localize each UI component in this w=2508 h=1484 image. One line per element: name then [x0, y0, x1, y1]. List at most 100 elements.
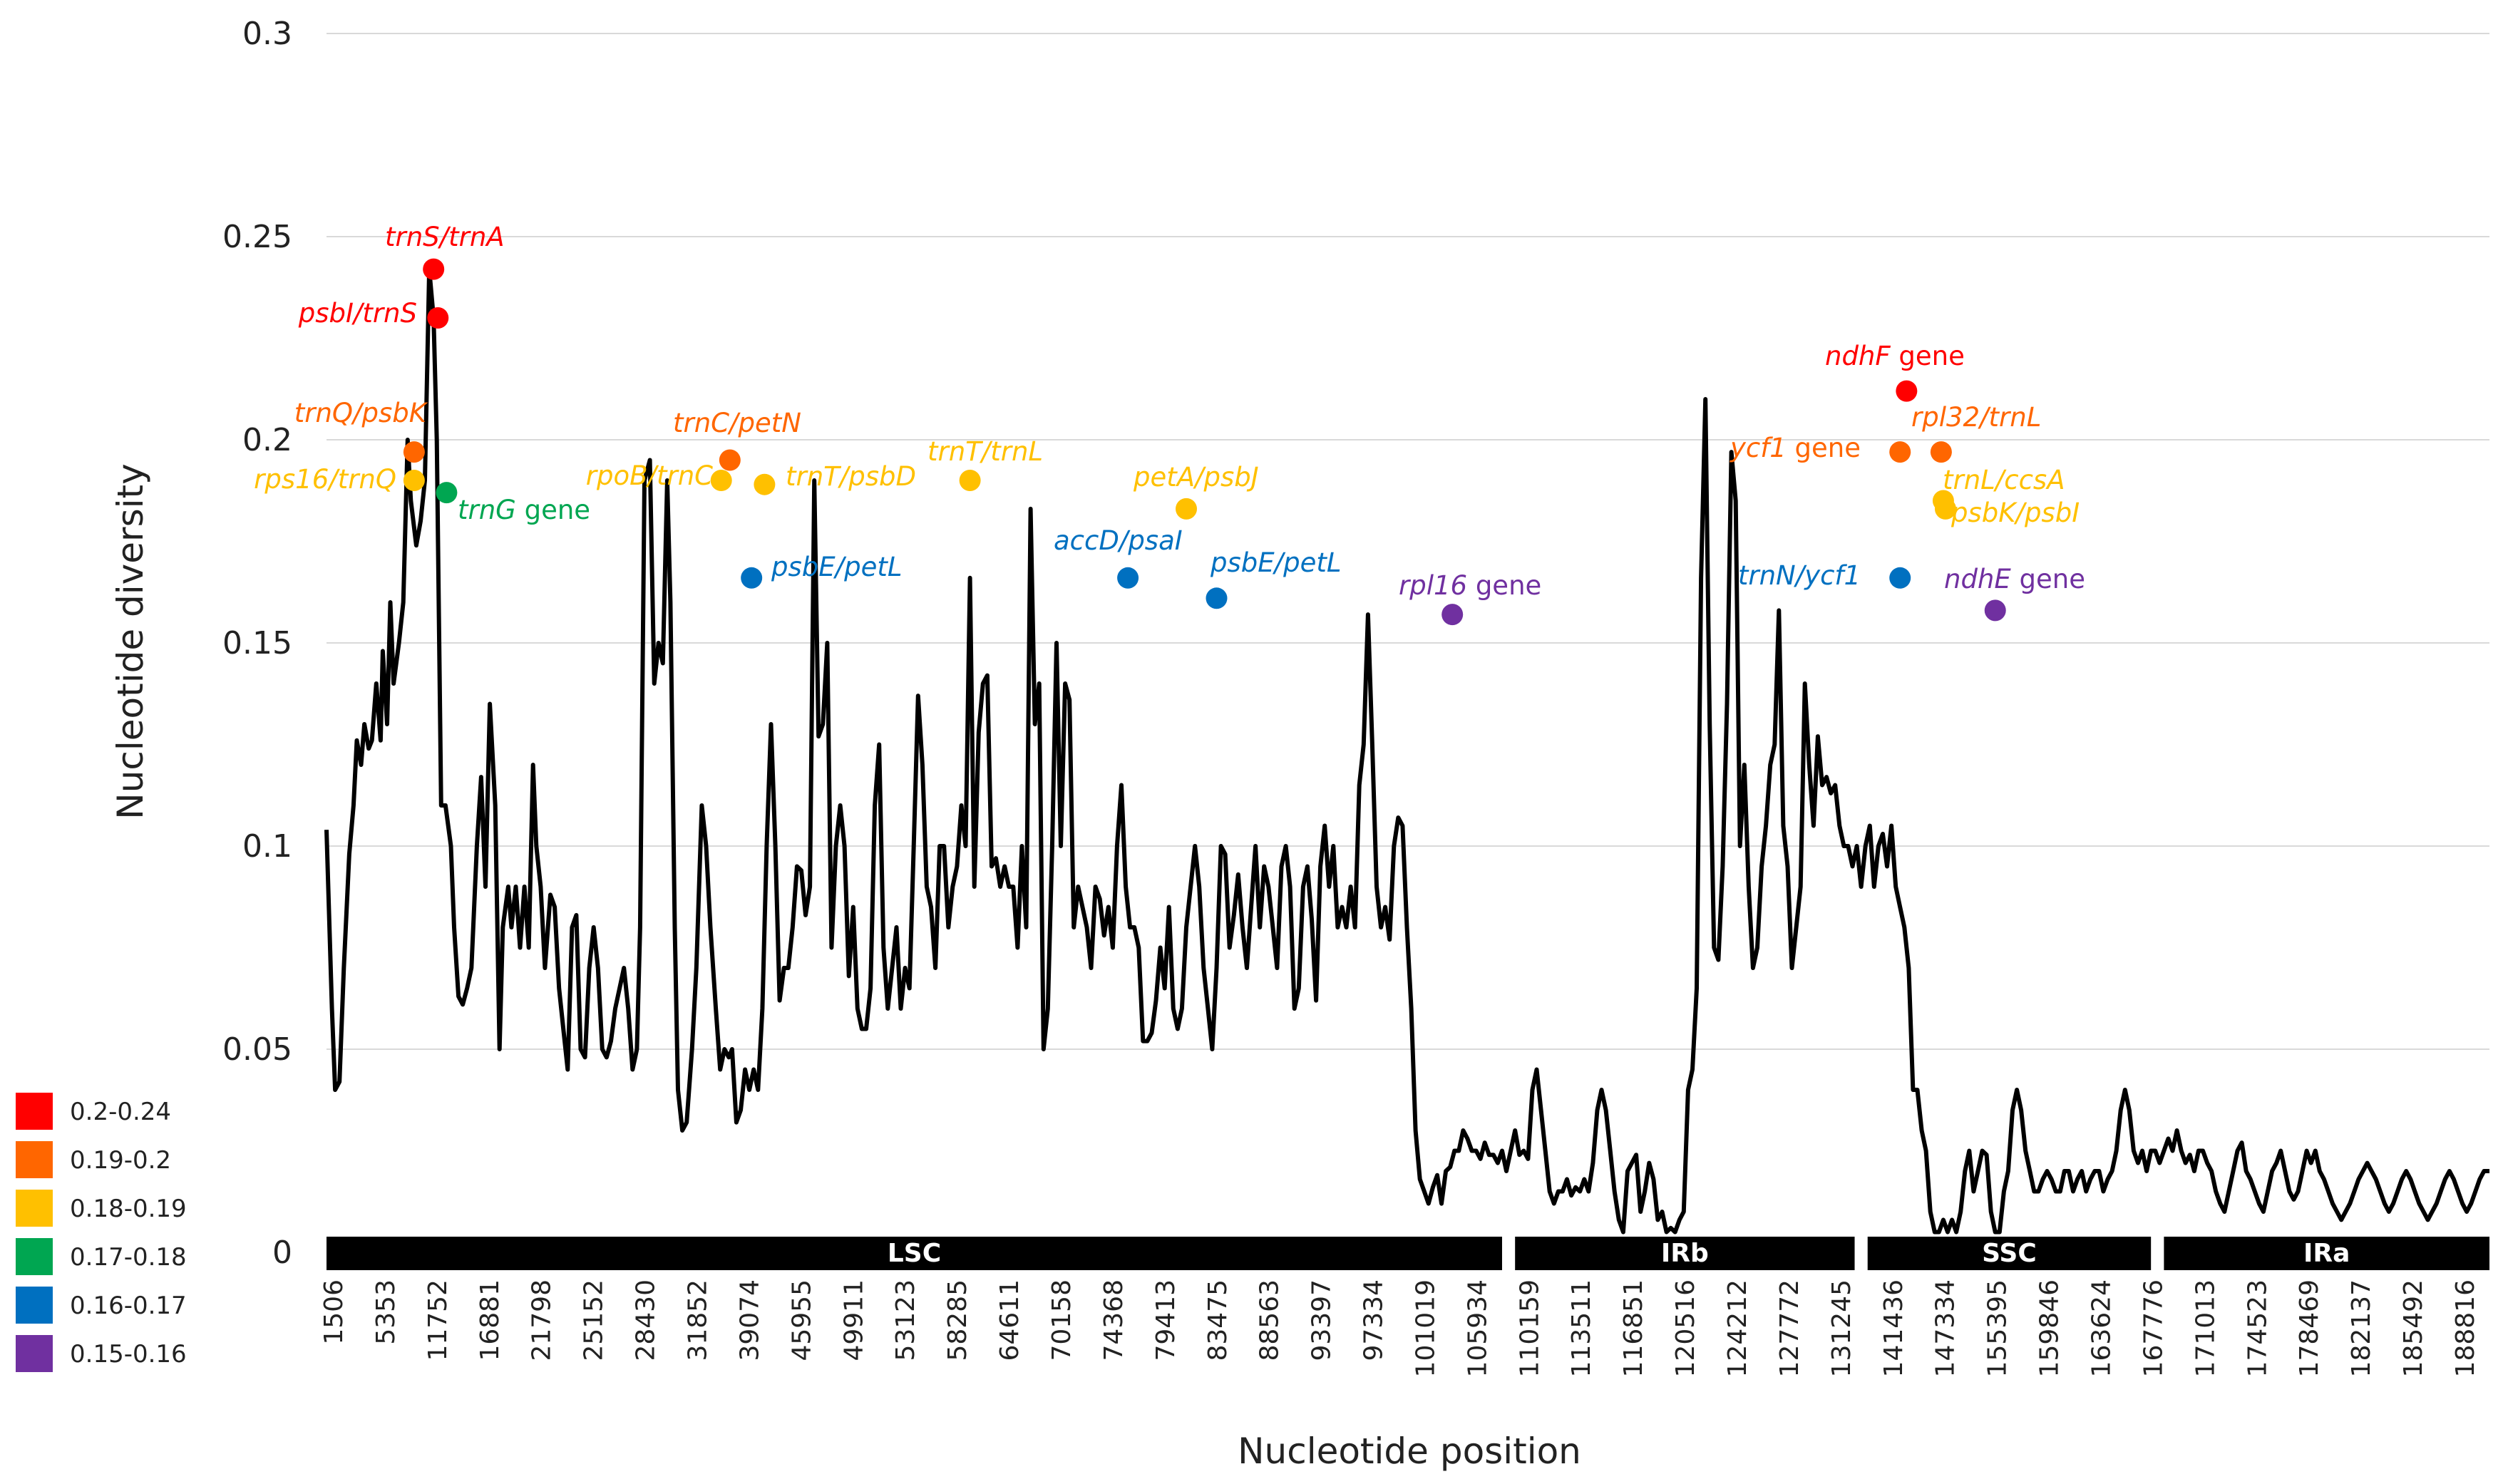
x-tick-label: 25152 [580, 1279, 609, 1361]
y-tick-label: 0.25 [222, 219, 292, 255]
annotation-marker [1206, 587, 1228, 609]
annotation-gene-name: ycf1 [1730, 433, 1787, 463]
annotation-marker [1896, 380, 1918, 402]
region-label: IRb [1661, 1239, 1709, 1268]
annotation-suffix: gene [2011, 564, 2085, 594]
region-bar: LSC IRb SSC IRa [327, 1237, 2489, 1270]
annotation-label: psbE/petL [1210, 547, 1341, 578]
annotation-label: accD/psaI [1054, 525, 1183, 556]
x-tick-label: 188816 [2451, 1279, 2480, 1377]
region-segment [1515, 1237, 1855, 1270]
x-tick-label: 101019 [1412, 1279, 1441, 1377]
region-label: LSC [888, 1239, 941, 1268]
annotation-marker [1441, 604, 1464, 626]
x-tick-label: 159846 [2035, 1279, 2065, 1377]
annotation-label: petA/psbJ [1133, 462, 1259, 493]
x-tick-label: 79413 [1151, 1279, 1181, 1361]
legend-swatch [16, 1238, 53, 1275]
legend-label: 0.19-0.2 [70, 1146, 171, 1175]
x-tick-label: 131245 [1827, 1279, 1856, 1377]
region-label: IRa [2303, 1239, 2350, 1268]
x-tick-label: 97334 [1360, 1279, 1389, 1361]
x-tick-label: 116851 [1619, 1279, 1648, 1377]
annotation-marker [403, 441, 425, 463]
x-tick-label: 167776 [2139, 1279, 2168, 1377]
x-tick-label: 141436 [1879, 1279, 1908, 1377]
annotation-gene-name: rpl16 [1399, 570, 1467, 601]
annotation-gene-name: ndhE [1944, 564, 2011, 594]
annotation-label: trnQ/psbK [294, 398, 428, 428]
annotation-marker [403, 470, 425, 491]
x-tick-label: 11752 [423, 1279, 453, 1361]
annotation-label: ndhE gene [1944, 564, 2085, 594]
annotation-label: psbI/trnS [298, 298, 417, 329]
legend-swatch [16, 1141, 53, 1178]
x-tick-label: 21798 [528, 1279, 557, 1361]
series-layer [324, 267, 2489, 1235]
annotation-gene-name: psbK/psbI [1951, 498, 2080, 528]
x-tick-label: 127772 [1775, 1279, 1804, 1377]
annotation-marker [710, 470, 732, 491]
annotation-gene-name: psbE/petL [771, 552, 902, 582]
annotation-suffix: gene [1467, 570, 1541, 601]
y-tick-label: 0.15 [222, 625, 292, 661]
annotation-gene-name: trnS/trnA [385, 222, 505, 252]
annotation-gene-name: petA/psbJ [1133, 462, 1259, 493]
x-tick-label: 28430 [632, 1279, 661, 1361]
x-tick-label: 93397 [1307, 1279, 1337, 1361]
annotation-label: trnL/ccsA [1943, 465, 2065, 495]
x-axis-ticks: 1506 5353 11752 16881 21798 25152 28430 31852 39… [319, 1279, 2480, 1377]
annotation-marker [423, 258, 445, 280]
annotation-label: rpl16 gene [1399, 570, 1541, 601]
x-tick-label: 45955 [787, 1279, 816, 1361]
annotation-gene-name: rps16/trnQ [254, 464, 396, 495]
annotation-suffix: gene [516, 495, 590, 525]
annotation-label: trnC/petN [673, 408, 801, 438]
x-tick-label: 53123 [891, 1279, 920, 1361]
legend-swatch [16, 1093, 53, 1130]
annotation-marker [1176, 498, 1198, 520]
x-tick-label: 16881 [476, 1279, 505, 1361]
annotation-gene-name: trnN/ycf1 [1738, 560, 1861, 591]
x-tick-label: 182137 [2347, 1279, 2376, 1377]
x-tick-label: 58285 [943, 1279, 972, 1361]
annotation-suffix: gene [1787, 433, 1861, 463]
y-tick-label: 0.2 [242, 422, 292, 458]
region-label: SSC [1982, 1239, 2037, 1268]
annotation-gene-name: trnQ/psbK [294, 398, 428, 428]
grid-lines [327, 33, 2489, 1050]
x-tick-label: 31852 [684, 1279, 713, 1361]
x-tick-label: 88563 [1255, 1279, 1285, 1361]
annotation-label: psbE/petL [771, 552, 902, 582]
legend-swatch [16, 1190, 53, 1227]
annotation-label: rpl32/trnL [1911, 402, 2041, 433]
annotation-gene-name: rpl32/trnL [1911, 402, 2041, 433]
x-tick-label: 147334 [1931, 1279, 1960, 1377]
region-segment [2164, 1237, 2489, 1270]
legend-swatch [16, 1287, 53, 1324]
annotation-label: ycf1 gene [1730, 433, 1861, 463]
y-axis-title: Nucleotide diversity [110, 463, 151, 819]
y-tick-label: 0.3 [242, 16, 292, 52]
annotation-label: psbK/psbI [1951, 498, 2080, 528]
legend-label: 0.17-0.18 [70, 1243, 187, 1272]
x-tick-label: 49911 [839, 1279, 868, 1361]
x-tick-label: 155395 [1983, 1279, 2013, 1377]
x-tick-label: 124212 [1723, 1279, 1752, 1377]
y-axis-ticks: 0 0.05 0.1 0.15 0.2 0.25 0.3 [222, 16, 292, 1271]
annotation-marker [741, 567, 763, 589]
x-tick-label: 185492 [2399, 1279, 2428, 1377]
annotation-marker [1984, 599, 2006, 622]
x-tick-label: 74368 [1099, 1279, 1129, 1361]
x-tick-label: 171013 [2191, 1279, 2220, 1377]
annotation-gene-name: psbI/trnS [298, 298, 417, 329]
annotation-gene-name: accD/psaI [1054, 525, 1183, 556]
region-segment [1867, 1237, 2152, 1270]
annotation-marker [436, 482, 458, 504]
x-axis-title: Nucleotide position [1238, 1431, 1581, 1472]
x-tick-label: 83475 [1203, 1279, 1233, 1361]
series-line [324, 267, 2489, 1235]
x-tick-label: 178469 [2295, 1279, 2324, 1377]
legend: 0.2-0.24 0.19-0.2 0.18-0.19 0.17-0.18 0.16-0… [16, 1093, 187, 1372]
